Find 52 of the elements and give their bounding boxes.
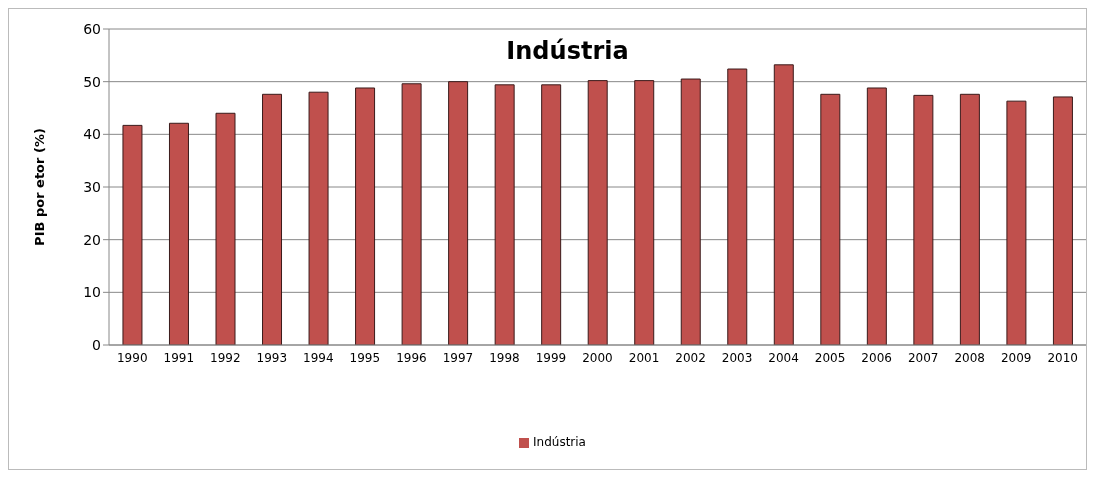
- bar: [913, 94, 934, 345]
- bar: [215, 112, 236, 345]
- bar: [355, 87, 376, 345]
- x-tick-label: 2008: [954, 350, 985, 365]
- x-tick-label: 1995: [349, 350, 381, 365]
- bar: [122, 124, 143, 345]
- bar: [959, 93, 980, 345]
- bar: [401, 83, 422, 345]
- y-tick-label: 30: [83, 178, 101, 195]
- bar: [634, 80, 655, 345]
- bar: [587, 80, 608, 345]
- bar: [866, 87, 887, 345]
- x-tick-label: 1998: [489, 350, 520, 365]
- bar: [680, 78, 701, 345]
- bar: [308, 91, 329, 345]
- x-tick-label: 1991: [163, 350, 195, 365]
- chart-title: Indústria: [506, 37, 629, 65]
- y-tick-label: 50: [83, 73, 101, 90]
- x-tick-label: 2006: [861, 350, 892, 365]
- y-tick-label: 0: [92, 336, 101, 353]
- bar: [262, 93, 283, 345]
- x-tick-label: 1990: [116, 350, 148, 365]
- bar: [773, 64, 794, 345]
- bar: [1052, 96, 1073, 345]
- x-tick-label: 2002: [675, 350, 706, 365]
- bar: [1006, 100, 1027, 345]
- y-tick-label: 20: [83, 231, 101, 248]
- y-tick-label: 40: [83, 126, 101, 143]
- x-tick-label: 1997: [442, 350, 474, 365]
- x-tick-label: 1999: [535, 350, 567, 365]
- x-tick-label: 2010: [1047, 350, 1079, 365]
- y-tick-label: 60: [83, 20, 101, 37]
- bar: [168, 122, 189, 345]
- x-tick-label: 2007: [907, 350, 939, 365]
- x-tick-label: 2001: [628, 350, 660, 365]
- x-tick-label: 1993: [256, 350, 288, 365]
- bar: [727, 68, 748, 345]
- x-tick-label: 2003: [721, 350, 753, 365]
- y-tick-label: 10: [83, 284, 101, 301]
- bar: [541, 84, 562, 345]
- bar: [820, 93, 841, 345]
- x-tick-label: 2004: [768, 350, 799, 365]
- bar: [494, 84, 515, 345]
- x-tick-label: 2009: [1000, 350, 1032, 365]
- x-tick-label: 1992: [210, 350, 241, 365]
- x-tick-label: 1996: [396, 350, 427, 365]
- legend-label: Indústria: [533, 435, 586, 449]
- bar: [448, 81, 469, 345]
- x-tick-label: 2005: [814, 350, 846, 365]
- x-tick-label: 1994: [303, 350, 334, 365]
- x-tick-label: 2000: [582, 350, 613, 365]
- y-axis-title: PIB por etor (%): [31, 128, 47, 246]
